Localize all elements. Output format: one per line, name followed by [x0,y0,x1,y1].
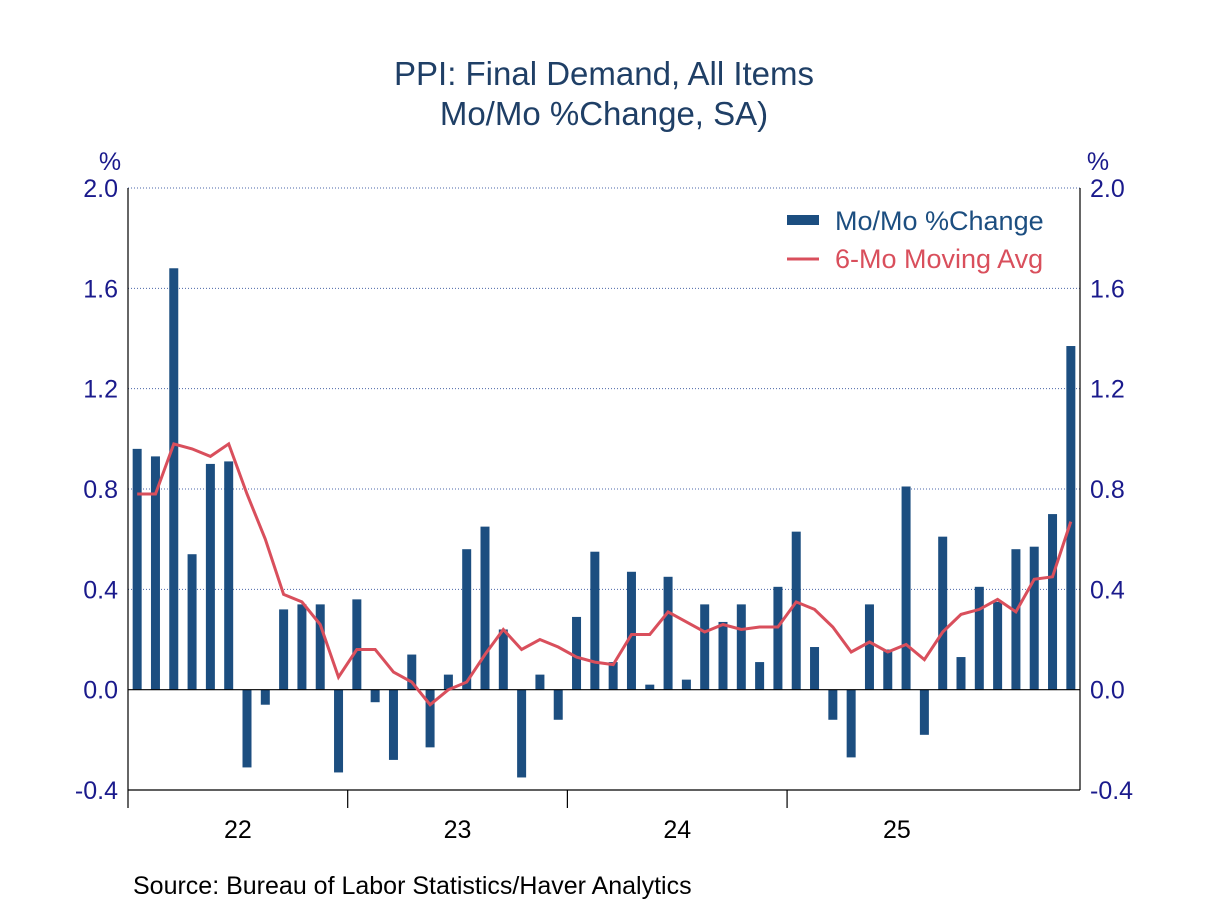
bar [645,684,655,690]
y-tick-label-left: 1.6 [83,275,118,303]
y-tick-label-right: 0.4 [1090,576,1125,604]
bar [1048,514,1058,690]
bar [224,461,234,690]
y-tick-label-left: -0.4 [75,777,118,805]
bar [773,586,783,690]
bar [517,689,527,778]
bar [553,689,563,720]
y-tick-label-right: 0.8 [1090,476,1125,504]
y-unit-left: % [99,148,121,176]
gridlines [128,187,1080,791]
y-axis-ticks: 2.0 2.0 1.6 1.6 1.2 1.2 0.8 0.8 0.4 0.4 0.0 0.0 -0.4… [75,175,1133,805]
y-tick-label-right: 2.0 [1090,175,1125,203]
bar [626,571,636,690]
source-note: Source: Bureau of Labor Statistics/Haver… [133,872,692,900]
bar [407,654,417,690]
bar [535,674,545,690]
bar [828,689,838,720]
legend-label-line: 6-Mo Moving Avg [835,244,1043,274]
bar [498,629,508,690]
bar [462,549,472,690]
bar [755,662,765,690]
bar-series [132,268,1076,778]
bar [993,601,1003,690]
bar [956,657,966,690]
bar [846,689,856,758]
bar [205,463,215,690]
bar [260,689,270,705]
bar [132,448,142,690]
y-tick-label-right: 1.6 [1090,275,1125,303]
y-tick-label-right: 1.2 [1090,376,1125,404]
bar [974,586,984,690]
x-tick-label: 22 [224,816,252,844]
bar [169,268,179,690]
bar [242,689,252,768]
bar [736,604,746,690]
bar [572,616,582,690]
bar [1029,546,1039,690]
bar [279,609,289,690]
bar [315,604,325,690]
bar [718,621,728,690]
bar [150,456,160,690]
bar [425,689,435,748]
y-tick-label-right: -0.4 [1090,777,1133,805]
y-tick-label-right: 0.0 [1090,677,1125,705]
legend-swatch-bar [787,215,819,225]
legend-label-bar: Mo/Mo %Change [835,206,1044,236]
bar [864,604,874,690]
x-tick-label: 25 [883,816,911,844]
bar [608,662,618,690]
bar [590,551,600,690]
bar [1066,346,1076,690]
y-unit-right: % [1087,148,1109,176]
bar [810,647,820,690]
y-tick-label-left: 0.0 [83,677,118,705]
bar [370,689,380,703]
bar [334,689,344,773]
y-tick-label-left: 0.4 [83,576,118,604]
chart-title: PPI: Final Demand, All Items [394,55,814,92]
bar [663,576,673,690]
bar [297,604,307,690]
axes [127,188,1081,808]
y-tick-label-left: 2.0 [83,175,118,203]
x-tick-label: 24 [663,816,691,844]
moving-average-line [137,441,1073,707]
bar [791,531,801,690]
bar [919,689,929,735]
y-tick-label-left: 0.8 [83,476,118,504]
y-tick-label-left: 1.2 [83,376,118,404]
bar [681,679,691,690]
chart-subtitle: Mo/Mo %Change, SA) [440,95,768,132]
legend: Mo/Mo %Change 6-Mo Moving Avg [787,206,1044,274]
bar [700,604,710,690]
bar [187,554,197,690]
bar [1011,549,1021,690]
bar [480,526,490,690]
x-tick-label: 23 [444,816,472,844]
bar [388,689,398,760]
bar [352,599,362,690]
bar [938,536,948,690]
bar [883,649,893,690]
bar [901,486,911,690]
bar [443,674,453,690]
x-axis-labels: 22 23 24 25 [224,816,911,844]
